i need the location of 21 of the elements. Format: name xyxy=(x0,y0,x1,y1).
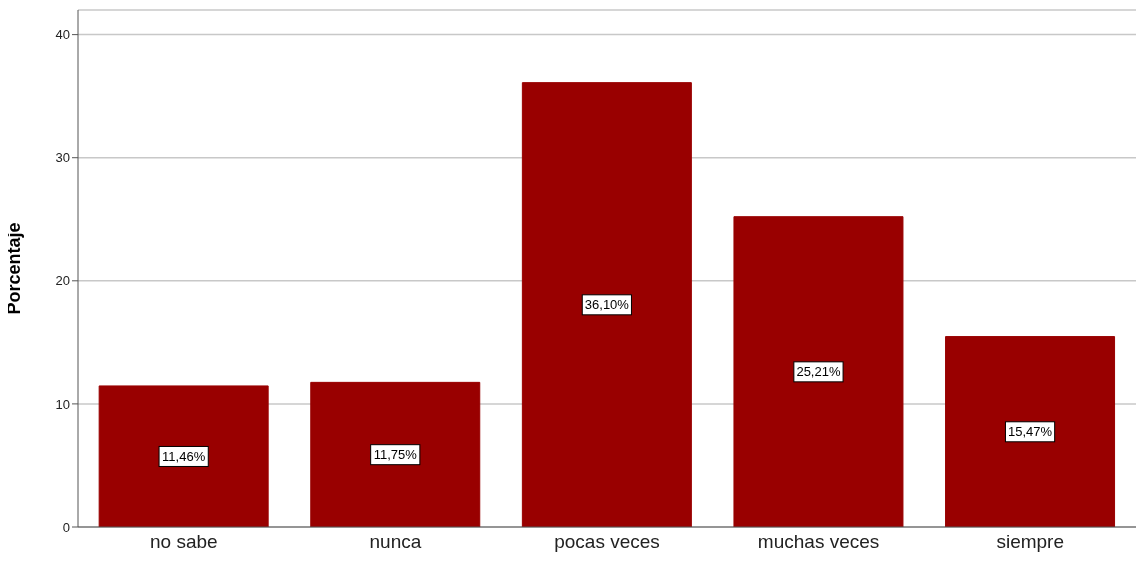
data-label: 11,75% xyxy=(373,447,418,463)
x-tick-label: muchas veces xyxy=(757,531,880,553)
bar xyxy=(521,82,692,527)
data-label: 25,21% xyxy=(796,364,841,380)
data-label: 15,47% xyxy=(1008,424,1053,440)
bar xyxy=(945,336,1116,527)
y-tick-label: 10 xyxy=(55,396,70,412)
bar xyxy=(98,385,269,527)
y-tick-label: 30 xyxy=(55,150,70,166)
y-axis-title: Porcentaje xyxy=(4,222,25,315)
y-tick-label: 20 xyxy=(55,273,70,289)
bar xyxy=(733,216,904,527)
x-tick-label: no sabe xyxy=(149,531,218,553)
data-label: 11,46% xyxy=(162,448,206,464)
y-tick-label: 40 xyxy=(55,27,70,43)
y-tick-label: 0 xyxy=(62,519,70,535)
data-label: 36,10% xyxy=(584,297,630,313)
x-tick-label: siempre xyxy=(996,531,1064,553)
x-tick-label: pocas veces xyxy=(554,531,660,553)
bar xyxy=(310,381,481,527)
x-tick-label: nunca xyxy=(369,531,422,553)
